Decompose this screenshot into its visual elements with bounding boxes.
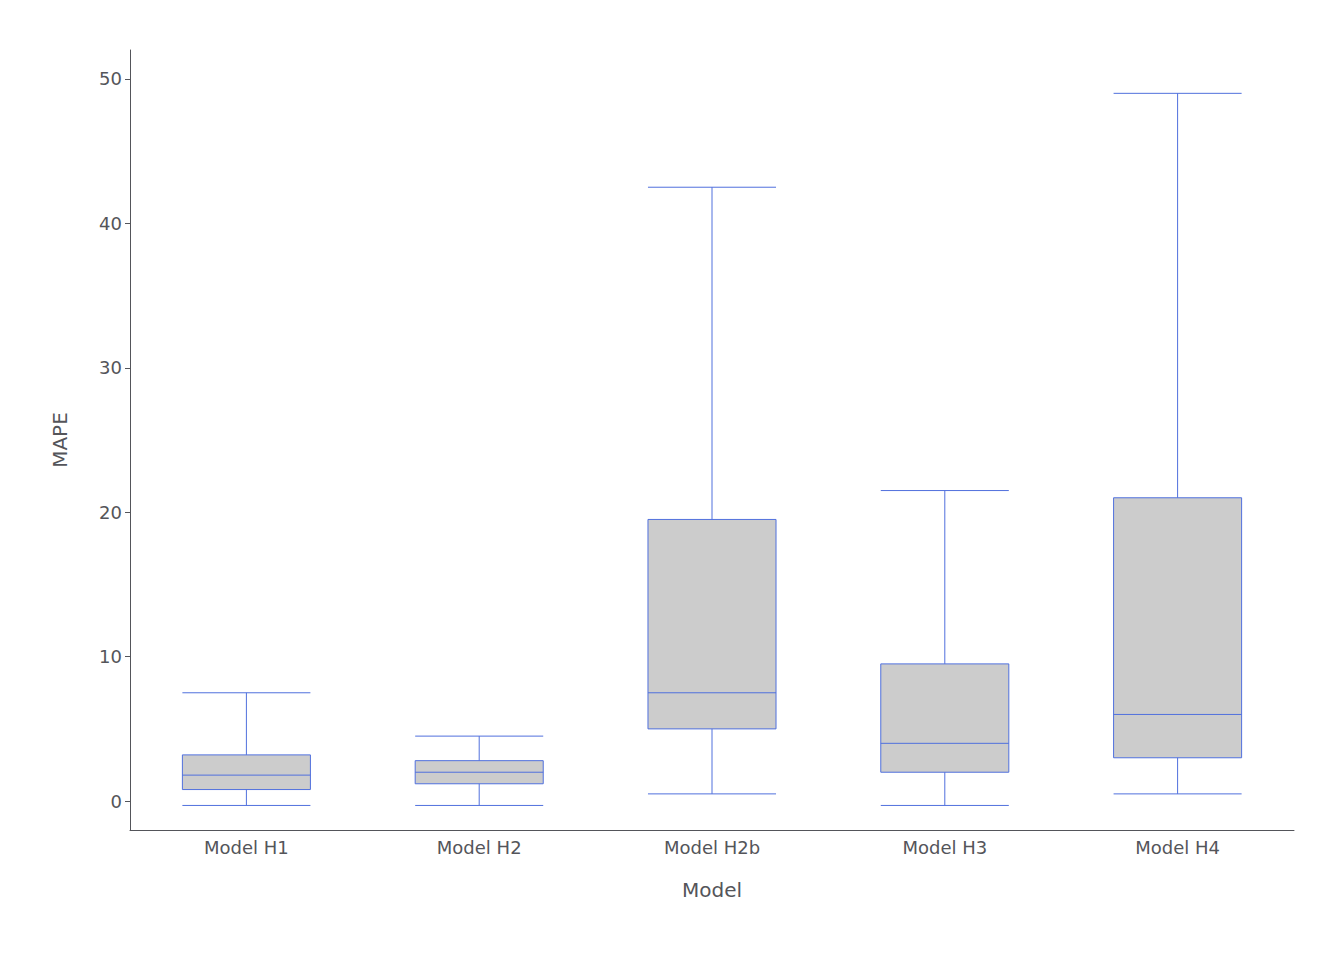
svg-text:Model H2b: Model H2b bbox=[664, 837, 760, 858]
svg-text:30: 30 bbox=[99, 357, 122, 378]
svg-text:50: 50 bbox=[99, 68, 122, 89]
svg-text:MAPE: MAPE bbox=[48, 412, 72, 468]
svg-text:0: 0 bbox=[111, 791, 122, 812]
svg-text:40: 40 bbox=[99, 213, 122, 234]
svg-text:10: 10 bbox=[99, 646, 122, 667]
svg-text:20: 20 bbox=[99, 502, 122, 523]
svg-text:Model H2: Model H2 bbox=[437, 837, 522, 858]
svg-text:Model H1: Model H1 bbox=[204, 837, 289, 858]
svg-text:Model H3: Model H3 bbox=[902, 837, 987, 858]
svg-text:Model: Model bbox=[682, 878, 742, 902]
svg-text:Model H4: Model H4 bbox=[1135, 837, 1220, 858]
